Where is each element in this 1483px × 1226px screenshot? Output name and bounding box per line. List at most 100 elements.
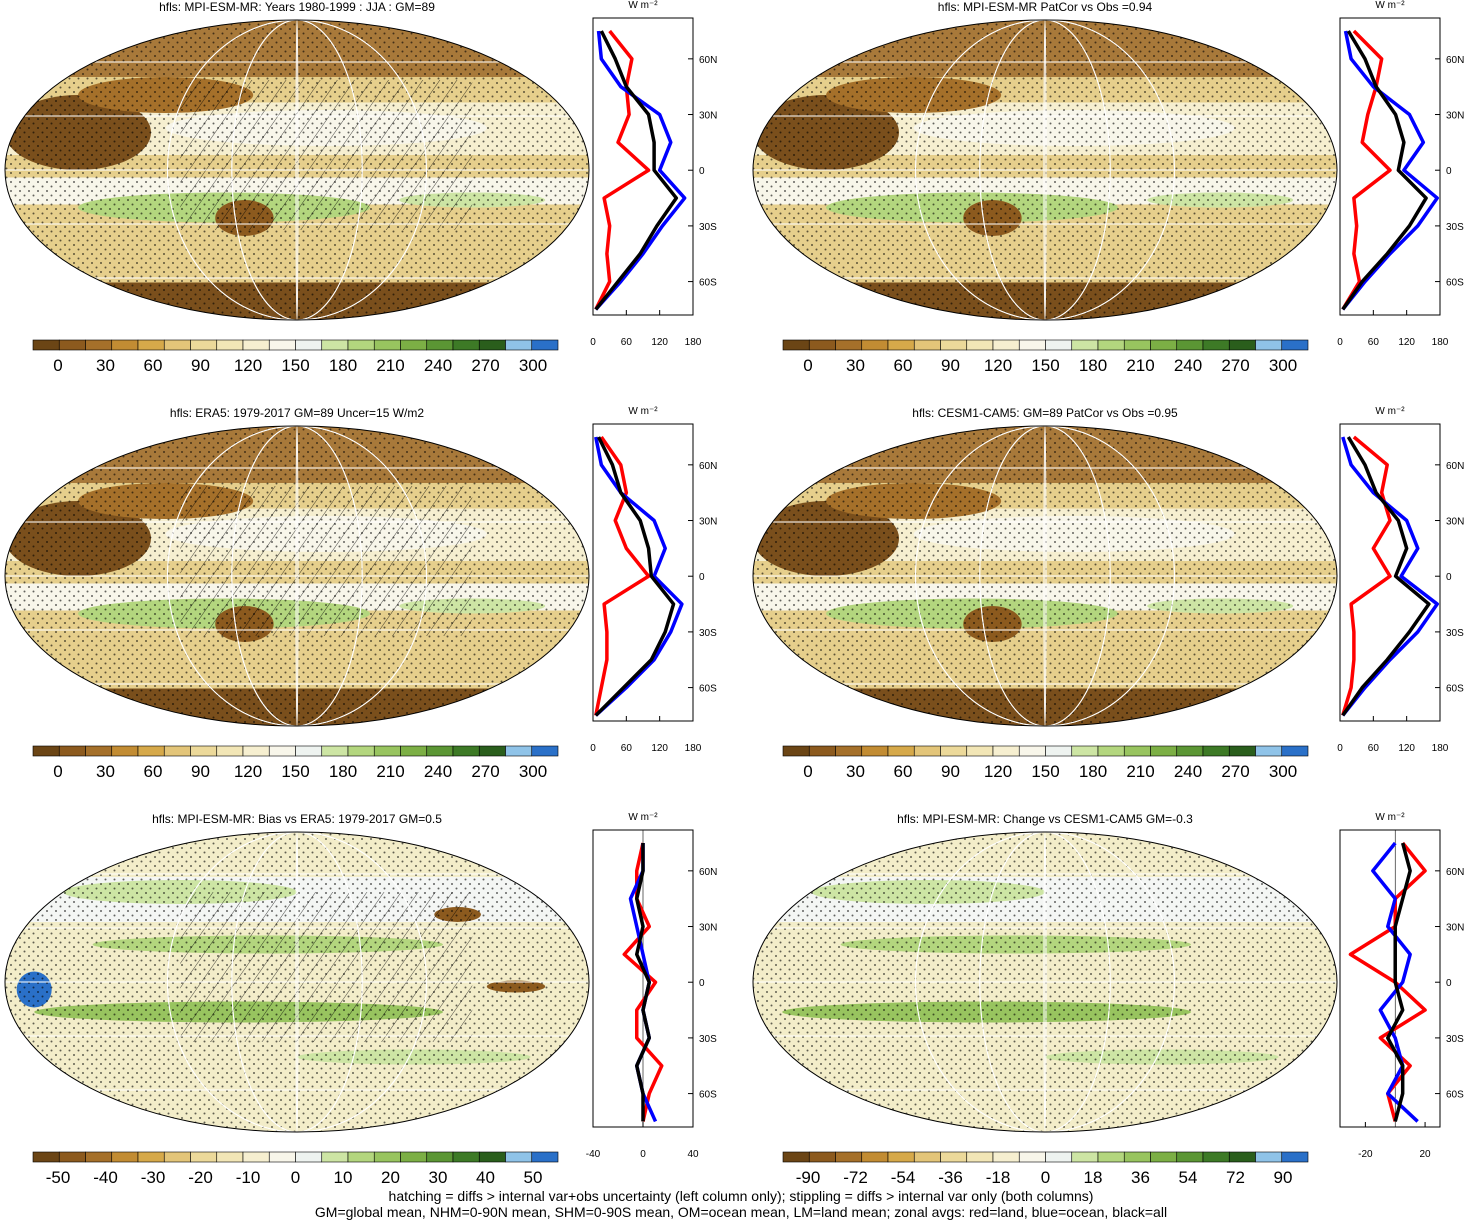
colorbar-box: [1202, 339, 1230, 351]
colorbar-label: 0: [53, 762, 62, 781]
colorbar-box: [861, 1151, 889, 1163]
graticule: [979, 426, 1111, 726]
map-body: [753, 20, 1337, 320]
x-tick-label: -40: [586, 1149, 601, 1160]
colorbar-box: [808, 1151, 836, 1163]
colorbar-box: [505, 1151, 533, 1163]
colorbar-box: [505, 339, 533, 351]
colorbar-box: [992, 339, 1020, 351]
colorbar-box: [1071, 339, 1099, 351]
colorbar-label: 210: [1126, 762, 1154, 781]
colorbar-label: 270: [1221, 762, 1249, 781]
x-tick-label: 0: [590, 337, 596, 348]
y-tick-label: 60S: [1446, 278, 1464, 289]
map-body: [5, 20, 589, 320]
colorbar-label: 0: [803, 762, 812, 781]
graticule: [1043, 426, 1047, 726]
graticule: [167, 20, 427, 320]
x-tick-label: -20: [1358, 1149, 1373, 1160]
profile-frame: [592, 423, 694, 722]
colorbar-box: [1255, 745, 1283, 757]
colorbar-label: 60: [894, 762, 913, 781]
colorbar-box: [478, 339, 506, 351]
colorbar-box: [1045, 745, 1073, 757]
colorbar-box: [940, 745, 968, 757]
colorbar-label: 270: [1221, 356, 1249, 375]
x-tick-label: 120: [651, 743, 668, 754]
colorbar-box: [1018, 1151, 1046, 1163]
colorbar-label: 50: [524, 1168, 543, 1187]
colorbar-label: 30: [846, 356, 865, 375]
colorbar-label: 60: [894, 356, 913, 375]
x-tick-label: 60: [621, 337, 633, 348]
map-border: [752, 19, 1338, 321]
colorbar-label: 60: [144, 356, 163, 375]
colorbar-box: [426, 745, 454, 757]
colorbar-box: [321, 745, 349, 757]
colorbar-box: [1071, 745, 1099, 757]
colorbar-box: [85, 745, 113, 757]
colorbar-label: 150: [1031, 762, 1059, 781]
colorbar-label: 180: [329, 356, 357, 375]
colorbar-box: [861, 339, 889, 351]
colorbar-box: [1281, 339, 1309, 351]
colorbar-box: [913, 745, 941, 757]
colorbar-label: 240: [424, 762, 452, 781]
y-tick-label: 60N: [1446, 867, 1464, 878]
colorbar-box: [1097, 339, 1125, 351]
y-tick-label: 30S: [1446, 222, 1464, 233]
colorbar-box: [321, 339, 349, 351]
colorbar-label: 150: [281, 356, 309, 375]
x-tick-label: 120: [1398, 337, 1415, 348]
zonal-profile: [1341, 30, 1428, 311]
colorbar-box: [190, 745, 218, 757]
colorbar-box: [887, 339, 915, 351]
colorbar-box: [242, 339, 270, 351]
colorbar-box: [478, 745, 506, 757]
hatching: [180, 486, 473, 636]
colorbar-box: [190, 1151, 218, 1163]
map: [752, 425, 1338, 727]
colorbar-box: [58, 339, 86, 351]
y-tick-label: 0: [699, 978, 705, 989]
y-tick-label: 30S: [699, 1034, 717, 1045]
colorbar-box: [32, 1151, 60, 1163]
x-tick-label: 60: [621, 743, 633, 754]
zonal-profile: [1341, 29, 1392, 311]
graticule: [295, 832, 299, 1132]
graticule: [231, 20, 363, 320]
map-border: [4, 19, 590, 321]
map: [4, 831, 590, 1133]
graticule: [231, 426, 363, 726]
x-tick-label: 180: [685, 337, 702, 348]
y-tick-label: 0: [1446, 978, 1452, 989]
hatching: [180, 80, 473, 230]
graticule: [231, 832, 363, 1132]
colorbar-box: [1045, 1151, 1073, 1163]
y-tick-label: 30N: [699, 111, 717, 122]
colorbar-label: 20: [381, 1168, 400, 1187]
x-axis-label: W m⁻²: [628, 406, 658, 417]
colorbar-box: [452, 745, 480, 757]
colorbar-label: -20: [188, 1168, 213, 1187]
colorbar-label: 30: [96, 762, 115, 781]
zonal-profile: [594, 30, 679, 311]
y-tick-label: 60N: [1446, 461, 1464, 472]
colorbar-box: [268, 745, 296, 757]
colorbar-label: 90: [941, 356, 960, 375]
x-axis-label: W m⁻²: [1375, 812, 1405, 823]
colorbar-box: [400, 339, 428, 351]
colorbar-box: [861, 745, 889, 757]
colorbar-box: [1255, 1151, 1283, 1163]
zonal-profile: [1341, 30, 1439, 311]
x-tick-label: 120: [651, 337, 668, 348]
colorbar-box: [295, 339, 323, 351]
colorbar-box: [992, 1151, 1020, 1163]
colorbar-box: [32, 745, 60, 757]
y-tick-label: 30N: [699, 923, 717, 934]
colorbar-box: [373, 745, 401, 757]
colorbar-label: -72: [843, 1168, 868, 1187]
colorbar-label: 210: [376, 356, 404, 375]
y-tick-label: 0: [1446, 572, 1452, 583]
colorbar-box: [835, 1151, 863, 1163]
